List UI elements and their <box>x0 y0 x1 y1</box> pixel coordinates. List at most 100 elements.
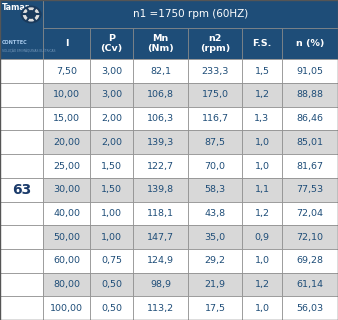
Bar <box>282 60 338 83</box>
Text: 98,9: 98,9 <box>150 280 171 289</box>
Bar <box>188 249 242 273</box>
Text: CONTTEC: CONTTEC <box>1 39 27 44</box>
Text: 233,3: 233,3 <box>201 67 229 76</box>
Bar <box>0 83 43 107</box>
Text: 0,9: 0,9 <box>255 233 269 242</box>
Bar <box>188 296 242 320</box>
Bar <box>242 60 282 83</box>
Text: 1,50: 1,50 <box>101 185 122 194</box>
Circle shape <box>27 11 35 18</box>
Text: 63: 63 <box>12 183 31 197</box>
Text: 88,88: 88,88 <box>296 91 323 100</box>
Bar <box>90 131 133 154</box>
Text: 20,00: 20,00 <box>53 138 80 147</box>
Text: I: I <box>65 39 68 48</box>
Bar <box>0 249 43 273</box>
Text: 116,7: 116,7 <box>201 114 228 123</box>
Text: 1,0: 1,0 <box>255 256 269 265</box>
Bar <box>242 178 282 202</box>
Bar <box>242 154 282 178</box>
Bar <box>43 83 90 107</box>
Text: 85,01: 85,01 <box>296 138 323 147</box>
Bar <box>188 83 242 107</box>
Bar <box>282 225 338 249</box>
Bar <box>133 273 188 296</box>
Text: 3,00: 3,00 <box>101 91 122 100</box>
Bar <box>133 60 188 83</box>
Bar <box>133 249 188 273</box>
Text: 122,7: 122,7 <box>147 162 174 171</box>
Text: 1,1: 1,1 <box>255 185 269 194</box>
Bar <box>0 202 43 225</box>
Text: 50,00: 50,00 <box>53 233 80 242</box>
Text: 1,50: 1,50 <box>101 162 122 171</box>
Text: 0,75: 0,75 <box>101 256 122 265</box>
Bar <box>242 296 282 320</box>
Text: 1,3: 1,3 <box>255 114 269 123</box>
Bar <box>188 178 242 202</box>
Bar <box>0 273 43 296</box>
Text: 1,00: 1,00 <box>101 209 122 218</box>
Bar <box>188 131 242 154</box>
Bar <box>90 107 133 131</box>
Text: 1,0: 1,0 <box>255 304 269 313</box>
Text: 10,00: 10,00 <box>53 91 80 100</box>
Text: 1,2: 1,2 <box>255 280 269 289</box>
Text: 1,00: 1,00 <box>101 233 122 242</box>
Text: 72,04: 72,04 <box>296 209 323 218</box>
Bar <box>43 28 90 60</box>
Text: n (%): n (%) <box>296 39 324 48</box>
Bar <box>242 28 282 60</box>
Text: 3,00: 3,00 <box>101 67 122 76</box>
Text: 139,8: 139,8 <box>147 185 174 194</box>
Bar <box>282 202 338 225</box>
Bar <box>90 28 133 60</box>
Text: 87,5: 87,5 <box>204 138 225 147</box>
Text: 60,00: 60,00 <box>53 256 80 265</box>
Bar <box>0 154 43 178</box>
Bar <box>133 296 188 320</box>
Text: 17,5: 17,5 <box>204 304 225 313</box>
Bar <box>133 107 188 131</box>
Text: 1,5: 1,5 <box>255 67 269 76</box>
Text: 139,3: 139,3 <box>147 138 174 147</box>
Text: 0,50: 0,50 <box>101 280 122 289</box>
Bar <box>133 131 188 154</box>
Bar <box>133 178 188 202</box>
Text: 91,05: 91,05 <box>296 67 323 76</box>
Text: F.S.: F.S. <box>252 39 272 48</box>
Bar <box>43 273 90 296</box>
Bar <box>90 296 133 320</box>
Bar <box>282 273 338 296</box>
Text: P
(Cv): P (Cv) <box>101 34 123 53</box>
Bar <box>0 60 43 83</box>
Bar <box>90 273 133 296</box>
Text: 43,8: 43,8 <box>204 209 225 218</box>
Text: 35,0: 35,0 <box>204 233 225 242</box>
Text: 80,00: 80,00 <box>53 280 80 289</box>
Text: 124,9: 124,9 <box>147 256 174 265</box>
Bar <box>188 154 242 178</box>
Bar <box>0 296 43 320</box>
Text: 21,9: 21,9 <box>204 280 225 289</box>
Text: 61,14: 61,14 <box>296 280 323 289</box>
Bar <box>282 107 338 131</box>
Bar <box>282 28 338 60</box>
Bar <box>90 202 133 225</box>
Text: 30,00: 30,00 <box>53 185 80 194</box>
Text: 1,0: 1,0 <box>255 138 269 147</box>
Bar <box>133 225 188 249</box>
Bar <box>43 0 338 28</box>
Bar <box>242 107 282 131</box>
Bar <box>242 131 282 154</box>
Text: 40,00: 40,00 <box>53 209 80 218</box>
Bar <box>282 296 338 320</box>
Text: 1,0: 1,0 <box>255 162 269 171</box>
Bar <box>282 249 338 273</box>
Bar <box>282 154 338 178</box>
Text: 1,2: 1,2 <box>255 91 269 100</box>
Bar <box>43 131 90 154</box>
Bar <box>242 202 282 225</box>
Text: 25,00: 25,00 <box>53 162 80 171</box>
Circle shape <box>21 6 41 23</box>
